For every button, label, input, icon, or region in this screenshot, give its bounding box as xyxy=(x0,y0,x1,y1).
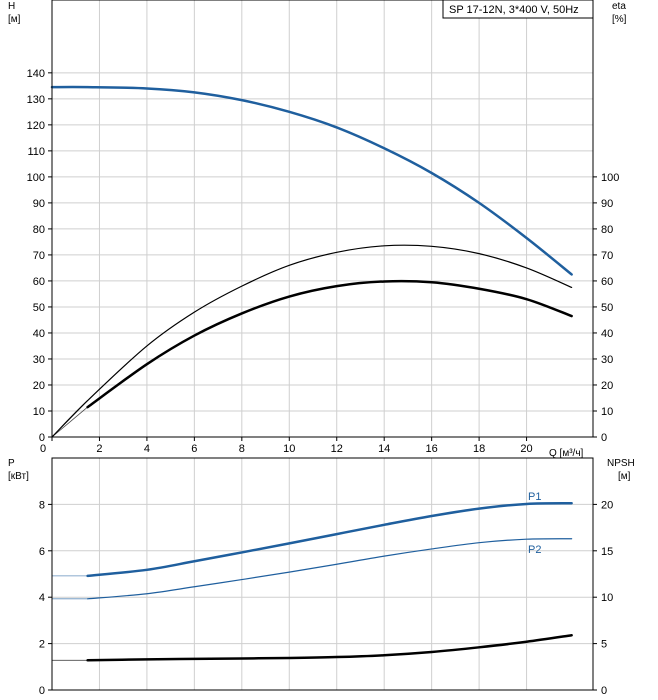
bottom-series-group xyxy=(51,501,573,662)
top-plot-frame xyxy=(51,0,594,438)
npsh-axis-label: NPSH xyxy=(607,458,635,469)
top-left-tick-label: 30 xyxy=(33,354,45,366)
top-left-tick-label: 100 xyxy=(27,172,45,184)
bottom-left-tick-label: 6 xyxy=(39,546,45,558)
top-right-tick-label: 100 xyxy=(601,172,619,184)
q-tick-label: 0 xyxy=(40,443,46,455)
p2-curve xyxy=(86,538,573,600)
p-axis-ticks: 0 2 4 6 8 xyxy=(39,499,52,697)
top-left-tick-label: 10 xyxy=(33,406,45,418)
top-left-tick-label: 140 xyxy=(27,68,45,80)
q-axis-label: Q [м³/ч] xyxy=(549,448,584,459)
efficiency-thin-curve xyxy=(51,244,573,438)
top-right-tick-label: 10 xyxy=(601,406,613,418)
bottom-left-tick-label: 8 xyxy=(39,499,45,511)
top-right-tick-label: 0 xyxy=(601,432,607,444)
top-right-tick-label: 50 xyxy=(601,302,613,314)
bottom-left-tick-label: 4 xyxy=(39,592,45,604)
top-left-tick-label: 90 xyxy=(33,198,45,210)
h-axis-label: H xyxy=(8,1,15,12)
top-right-tick-label: 70 xyxy=(601,250,613,262)
bottom-gridlines xyxy=(52,458,593,690)
top-right-tick-label: 80 xyxy=(601,224,613,236)
top-right-tick-label: 30 xyxy=(601,354,613,366)
eta-axis-ticks: 0 10 20 30 40 50 60 70 80 90 100 xyxy=(593,172,619,444)
q-axis-ticks: 0 2 4 6 8 10 12 14 16 18 20 xyxy=(40,437,533,455)
npsh-axis-unit: [м] xyxy=(618,471,631,482)
q-tick-label: 2 xyxy=(96,443,102,455)
q-tick-label: 4 xyxy=(144,443,150,455)
efficiency-thick-extension-line xyxy=(51,406,88,438)
top-left-tick-label: 50 xyxy=(33,302,45,314)
head-curve xyxy=(50,85,573,276)
top-left-tick-label: 130 xyxy=(27,94,45,106)
top-right-tick-label: 60 xyxy=(601,276,613,288)
bottom-left-tick-label: 2 xyxy=(39,639,45,651)
q-tick-label: 16 xyxy=(426,443,438,455)
top-right-tick-label: 40 xyxy=(601,328,613,340)
top-left-tick-label: 40 xyxy=(33,328,45,340)
q-tick-label: 10 xyxy=(283,443,295,455)
top-left-tick-label: 0 xyxy=(39,432,45,444)
bottom-right-tick-label: 20 xyxy=(601,499,613,511)
q-tick-label: 14 xyxy=(378,443,390,455)
top-left-tick-label: 70 xyxy=(33,250,45,262)
bottom-right-tick-label: 10 xyxy=(601,592,613,604)
top-left-tick-label: 110 xyxy=(27,146,45,158)
efficiency-thick-curve xyxy=(86,279,573,409)
q-tick-label: 8 xyxy=(239,443,245,455)
q-tick-label: 20 xyxy=(520,443,532,455)
top-series-group xyxy=(50,85,573,438)
eta-axis-label: eta xyxy=(612,1,626,12)
bottom-right-tick-label: 5 xyxy=(601,639,607,651)
bottom-plot-frame xyxy=(51,457,594,691)
top-right-tick-label: 20 xyxy=(601,380,613,392)
top-right-tick-label: 90 xyxy=(601,198,613,210)
chart-title: SP 17-12N, 3*400 V, 50Hz xyxy=(449,4,579,16)
top-gridlines xyxy=(52,0,593,437)
h-axis-ticks: 0 10 20 30 40 50 60 70 80 90 100 110 120 130 140 xyxy=(27,68,52,444)
bottom-right-tick-label: 15 xyxy=(601,546,613,558)
top-left-tick-label: 20 xyxy=(33,380,45,392)
npsh-axis-ticks: 0 5 10 15 20 xyxy=(593,499,613,697)
top-left-tick-label: 80 xyxy=(33,224,45,236)
p-axis-unit: [кВт] xyxy=(8,471,29,482)
top-left-tick-label: 120 xyxy=(27,120,45,132)
p1-legend-label: P1 xyxy=(528,491,541,503)
top-left-tick-label: 60 xyxy=(33,276,45,288)
h-axis-unit: [м] xyxy=(8,14,21,25)
title-box xyxy=(442,0,594,19)
bottom-left-tick-label: 0 xyxy=(39,685,45,697)
q-tick-label: 6 xyxy=(191,443,197,455)
p1-curve xyxy=(86,501,573,578)
p2-legend-label: P2 xyxy=(528,544,541,556)
power-npsh-panel: 0 2 4 6 8 0 5 10 15 20 P [кВт] NPSH [м] P1 P2 xyxy=(8,457,635,697)
npsh-curve xyxy=(86,634,573,662)
q-tick-label: 18 xyxy=(473,443,485,455)
eta-axis-unit: [%] xyxy=(612,14,627,25)
bottom-right-tick-label: 0 xyxy=(601,685,607,697)
q-tick-label: 12 xyxy=(331,443,343,455)
p-axis-label: P xyxy=(8,458,15,469)
